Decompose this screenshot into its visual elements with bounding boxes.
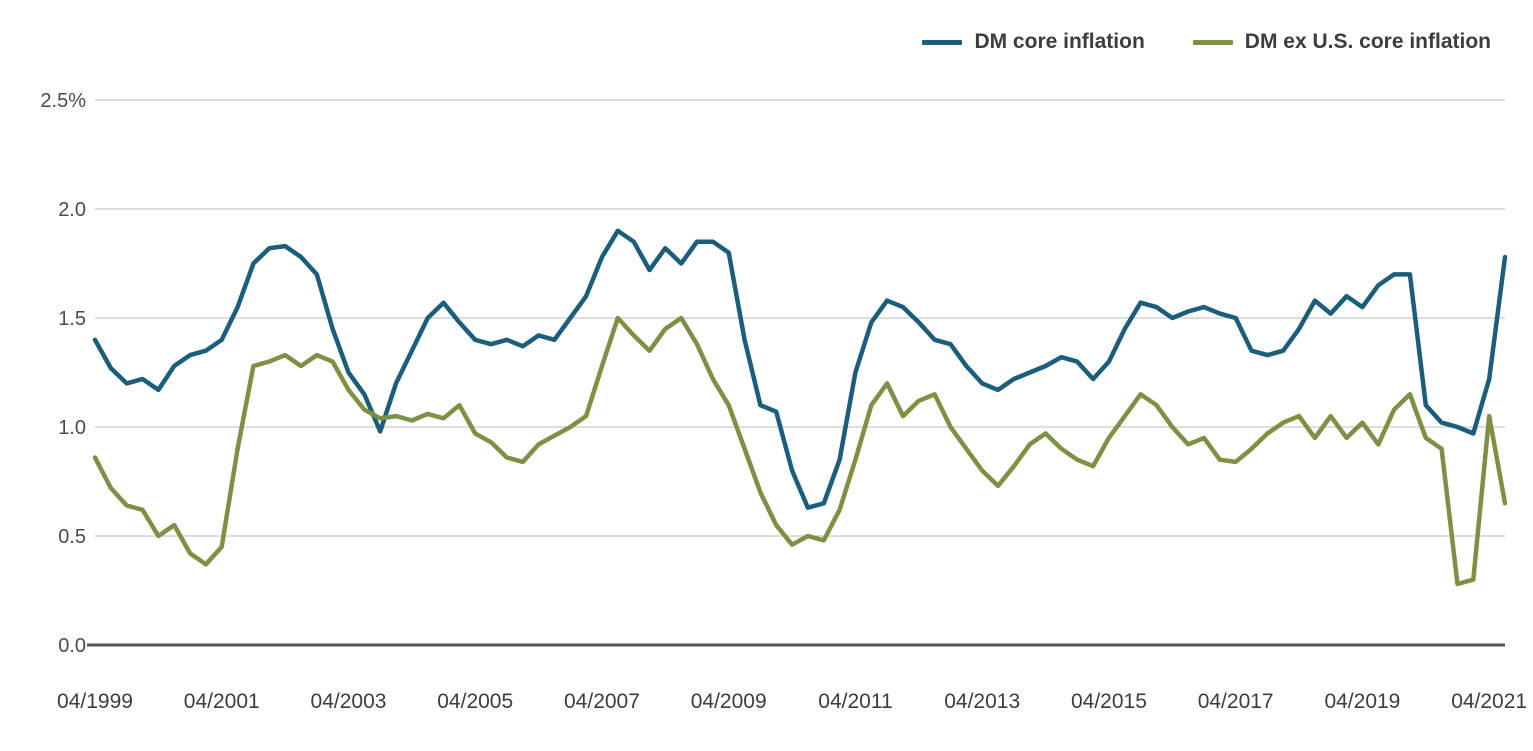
dm-core-line-swatch (922, 39, 963, 45)
y-tick-label: 0.0 (58, 635, 86, 657)
x-tick-label: 04/2005 (437, 690, 513, 713)
legend-label-dm-ex-us: DM ex U.S. core inflation (1244, 30, 1491, 53)
x-tick-label: 04/2011 (818, 690, 892, 713)
y-tick-label: 1.0 (58, 417, 86, 439)
dm-ex-us-line-swatch (1192, 39, 1233, 45)
y-tick-label: 1.5 (58, 308, 86, 330)
series-lines (92, 228, 1508, 587)
x-tick-label: 04/2003 (311, 690, 387, 713)
x-tick-label: 04/2015 (1071, 690, 1147, 713)
x-tick-label: 04/1999 (57, 690, 133, 713)
y-tick-label: 2.0 (58, 199, 86, 221)
series-line-dm-core-inflation (92, 228, 1508, 510)
x-tick-label: 04/2001 (184, 690, 260, 713)
x-tick-label: 04/2021 (1451, 690, 1527, 713)
legend-label-dm-core: DM core inflation (974, 30, 1145, 53)
x-axis-labels: 04/1999 04/2001 04/2003 04/2005 04/2007 04/20… (57, 690, 1527, 713)
x-tick-label: 04/2007 (564, 690, 640, 713)
gridlines (87, 99, 1505, 647)
x-tick-label: 04/2009 (691, 690, 767, 713)
x-tick-label: 04/2013 (944, 690, 1020, 713)
y-tick-label: 0.5 (58, 526, 86, 548)
x-tick-label: 04/2019 (1324, 690, 1400, 713)
series-line-dm-ex-u-s-core-inflation (92, 315, 1508, 587)
y-axis-labels: 0.0 0.5 1.0 1.5 2.0 2.5% (40, 90, 86, 657)
legend-item-dm-core: DM core inflation (922, 30, 1145, 54)
x-tick-label: 04/2017 (1198, 690, 1274, 713)
y-tick-label: 2.5% (40, 90, 86, 112)
legend-item-dm-ex-us: DM ex U.S. core inflation (1192, 30, 1491, 54)
chart-legend: DM core inflation DM ex U.S. core inflat… (922, 30, 1491, 54)
